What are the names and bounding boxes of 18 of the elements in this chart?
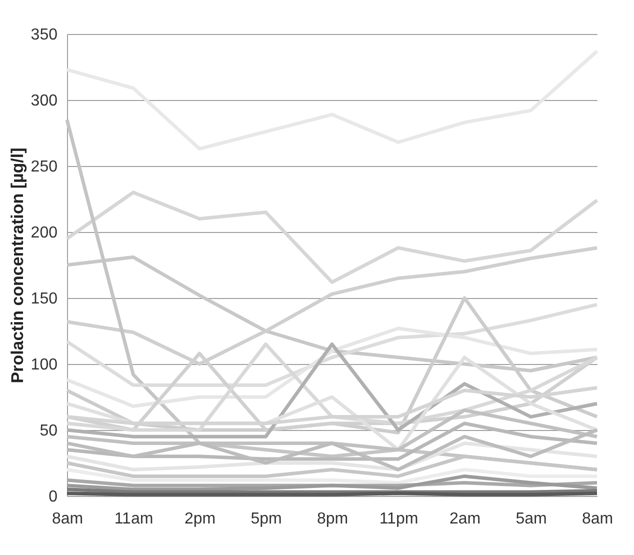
y-tick-label: 0 — [48, 488, 58, 506]
x-tick-label: 11pm — [379, 510, 418, 528]
x-tick-label: 11am — [114, 510, 154, 528]
x-tick-label: 8am — [582, 510, 614, 528]
x-tick-label: 5pm — [250, 510, 282, 528]
y-tick-label: 300 — [30, 92, 58, 110]
y-tick-label: 150 — [30, 290, 58, 308]
y-tick-label: 350 — [30, 26, 58, 44]
y-tick-label: 100 — [30, 356, 58, 374]
y-tick-label: 200 — [30, 224, 58, 242]
y-axis-title: Prolactin concentration [µg/l] — [8, 148, 27, 384]
x-tick-label: 2pm — [184, 510, 216, 528]
y-tick-label: 50 — [40, 422, 58, 440]
x-tick-label: 8pm — [316, 510, 348, 528]
x-tick-label: 2am — [449, 510, 481, 528]
x-tick-label: 8am — [52, 510, 84, 528]
y-tick-label: 250 — [30, 158, 58, 176]
x-tick-label: 5am — [516, 510, 547, 528]
